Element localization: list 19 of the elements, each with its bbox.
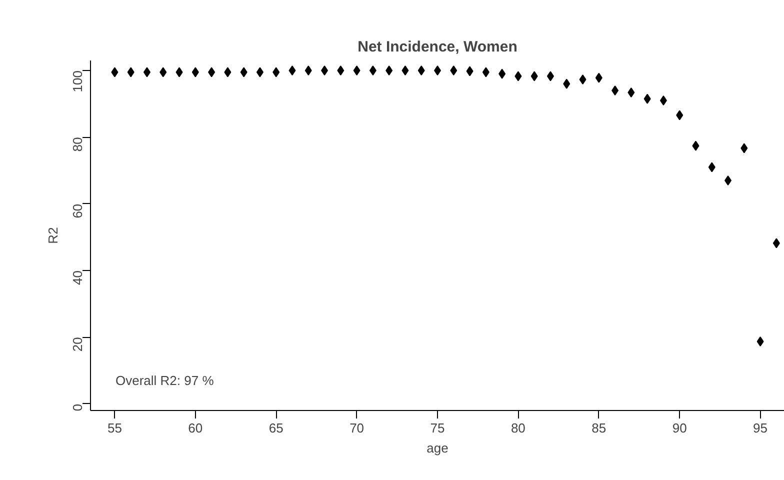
x-tick-label: 65 <box>268 420 284 436</box>
y-tick-label: 0 <box>70 404 85 412</box>
x-tick-label: 80 <box>510 420 526 436</box>
y-tick-label: 100 <box>70 70 85 92</box>
y-tick-label: 60 <box>70 204 85 218</box>
y-axis-title: R2 <box>46 227 60 244</box>
chart-title: Net Incidence, Women <box>358 38 518 56</box>
x-tick-label: 95 <box>753 420 768 436</box>
x-tick-label: 90 <box>672 420 687 436</box>
annotation: Overall R2: 97 % <box>116 373 214 388</box>
x-tick-label: 85 <box>592 420 606 436</box>
y-tick-label: 80 <box>70 137 85 152</box>
y-tick-label: 20 <box>70 337 85 352</box>
x-tick-label: 60 <box>188 420 203 436</box>
x-tick-label: 55 <box>107 420 122 436</box>
x-tick-label: 75 <box>430 420 445 436</box>
x-tick-label: 70 <box>350 420 364 436</box>
y-tick-label: 40 <box>70 270 85 285</box>
x-axis-title: age <box>426 440 448 456</box>
